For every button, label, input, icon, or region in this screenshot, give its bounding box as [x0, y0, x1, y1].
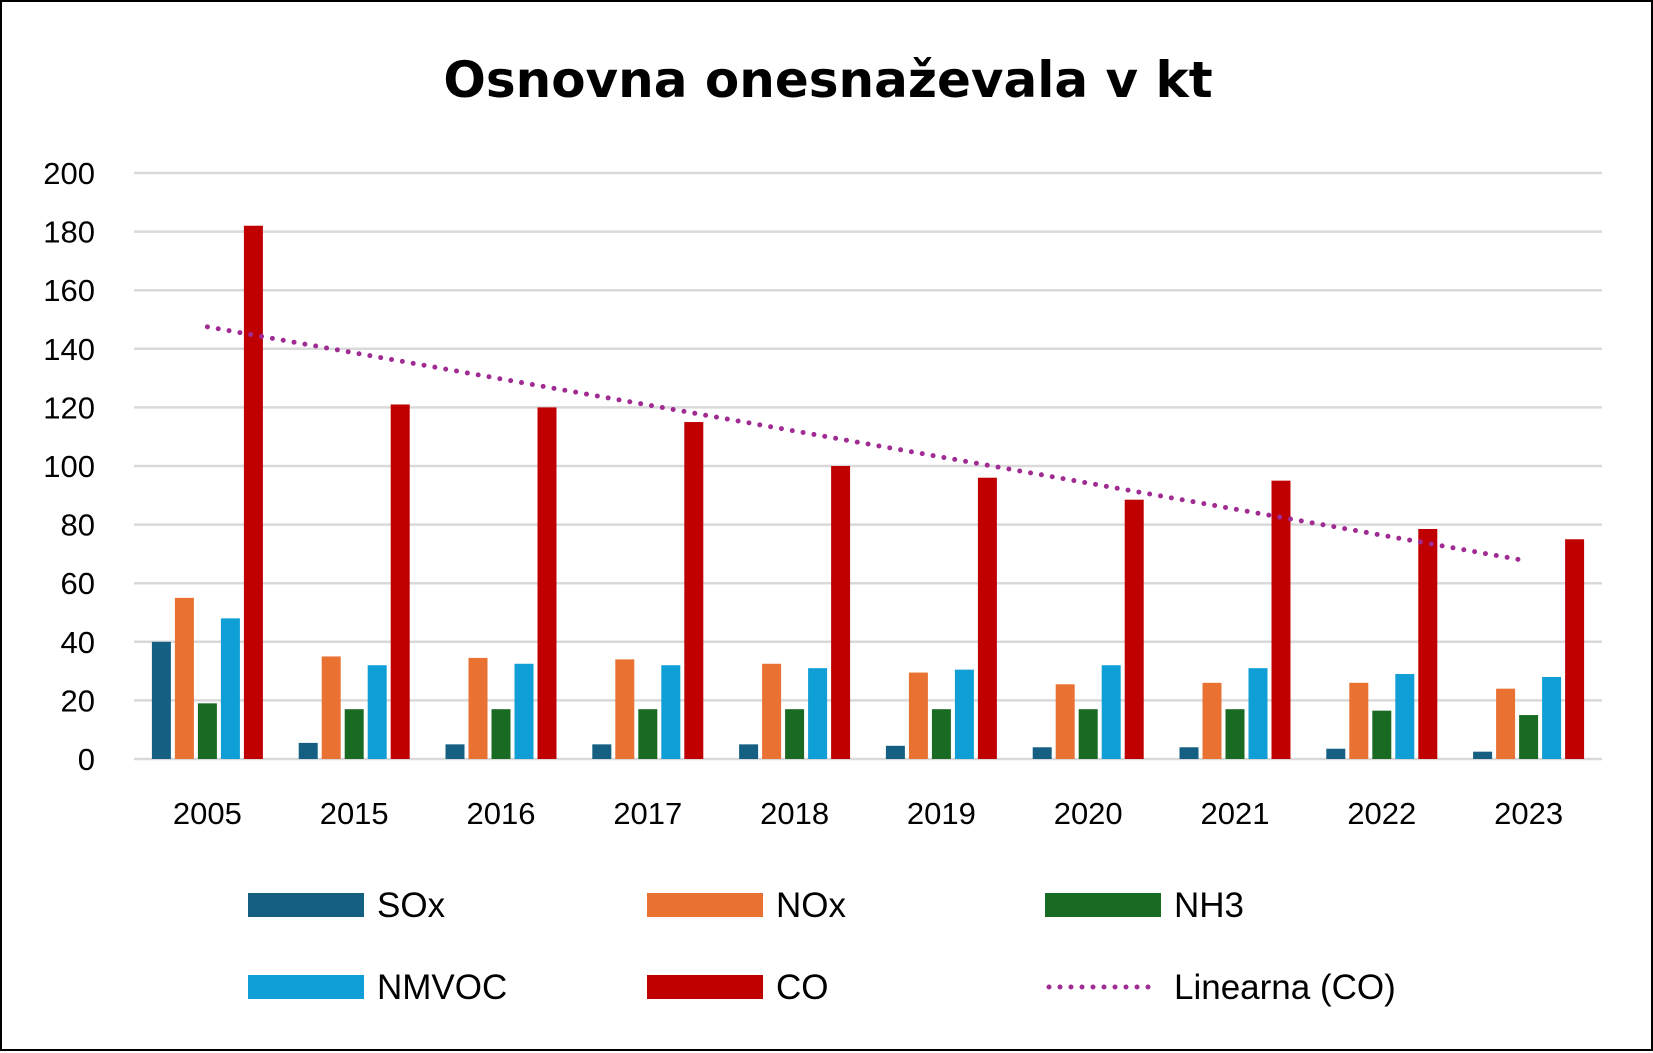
bar-nox-2020	[1055, 684, 1075, 759]
bar-co-2005	[243, 225, 263, 760]
bar-nh3-2020	[1078, 709, 1098, 759]
legend-swatch-nox	[647, 893, 763, 917]
bar-nh3-2018	[785, 709, 805, 759]
bar-co-2022	[1418, 528, 1438, 759]
legend-swatch-sox	[248, 893, 364, 917]
x-tick-label: 2017	[613, 796, 682, 831]
y-tick-label: 200	[43, 156, 95, 191]
bar-sox-2015	[298, 742, 318, 759]
bar-sox-2020	[1032, 747, 1052, 759]
y-tick-label: 20	[61, 683, 95, 718]
bar-nox-2023	[1496, 688, 1516, 759]
bar-co-2023	[1565, 539, 1585, 759]
legend-swatch-nh3	[1045, 893, 1161, 917]
bar-nh3-2023	[1519, 715, 1539, 759]
bar-nmvoc-2016	[514, 663, 534, 759]
y-tick-label: 40	[61, 625, 95, 660]
bar-nh3-2017	[638, 709, 658, 759]
bar-co-2015	[390, 404, 410, 759]
legend-label: CO	[776, 968, 829, 1007]
bar-nmvoc-2020	[1101, 665, 1121, 759]
bar-nox-2021	[1202, 682, 1222, 759]
y-tick-label: 100	[43, 449, 95, 484]
bar-nmvoc-2019	[954, 669, 974, 759]
bar-nmvoc-2022	[1395, 674, 1415, 759]
x-tick-label: 2023	[1494, 796, 1563, 831]
bar-nox-2016	[468, 657, 488, 759]
bar-nmvoc-2021	[1248, 668, 1268, 759]
bar-co-2020	[1124, 499, 1144, 759]
bar-sox-2017	[592, 744, 612, 759]
bar-sox-2021	[1179, 747, 1199, 759]
x-tick-label: 2021	[1201, 796, 1270, 831]
bar-nh3-2022	[1372, 710, 1392, 759]
bar-sox-2005	[151, 641, 171, 759]
bar-nox-2005	[174, 597, 194, 759]
x-tick-label: 2019	[907, 796, 976, 831]
bar-nh3-2016	[491, 709, 511, 759]
bar-nox-2015	[321, 656, 341, 759]
bar-co-2021	[1271, 480, 1291, 759]
bar-sox-2018	[739, 744, 759, 759]
bar-nmvoc-2015	[367, 665, 387, 759]
bar-nh3-2021	[1225, 709, 1245, 759]
x-tick-label: 2020	[1054, 796, 1123, 831]
bar-nmvoc-2017	[661, 665, 681, 759]
bar-co-2016	[537, 407, 557, 759]
bar-nox-2018	[762, 663, 782, 759]
y-tick-label: 60	[61, 566, 95, 601]
bar-nmvoc-2018	[808, 668, 828, 759]
legend-label: Linearna (CO)	[1174, 968, 1396, 1007]
bar-nmvoc-2023	[1542, 676, 1562, 759]
x-tick-label: 2022	[1347, 796, 1416, 831]
legend-label: NH3	[1174, 886, 1244, 925]
legend-label: SOx	[377, 886, 446, 925]
bar-nox-2019	[908, 672, 928, 759]
y-tick-label: 0	[78, 742, 95, 777]
bar-sox-2016	[445, 744, 465, 759]
x-tick-label: 2015	[320, 796, 389, 831]
y-tick-label: 140	[43, 332, 95, 367]
bar-nh3-2019	[931, 709, 951, 759]
y-tick-label: 160	[43, 273, 95, 308]
chart-title: Osnovna onesnaževala v kt	[443, 51, 1212, 109]
legend-swatch-co	[647, 975, 763, 999]
x-tick-label: 2018	[760, 796, 829, 831]
bar-nox-2017	[615, 659, 635, 759]
y-tick-label: 80	[61, 508, 95, 543]
bar-nh3-2005	[197, 703, 217, 759]
bar-nox-2022	[1349, 682, 1369, 759]
legend-label: NOx	[776, 886, 847, 925]
trendline-co	[204, 324, 1532, 564]
x-tick-label: 2016	[467, 796, 536, 831]
legend-label: NMVOC	[377, 968, 507, 1007]
y-tick-label: 120	[43, 390, 95, 425]
bar-sox-2019	[885, 745, 905, 759]
legend-swatch-nmvoc	[248, 975, 364, 999]
bar-nh3-2015	[344, 709, 364, 759]
bar-co-2018	[831, 466, 851, 759]
bar-co-2017	[684, 422, 704, 759]
y-tick-label: 180	[43, 215, 95, 250]
bar-co-2019	[977, 477, 997, 759]
x-tick-label: 2005	[173, 796, 242, 831]
bar-nmvoc-2005	[220, 618, 240, 759]
bar-sox-2023	[1473, 751, 1493, 759]
bar-sox-2022	[1326, 748, 1346, 759]
